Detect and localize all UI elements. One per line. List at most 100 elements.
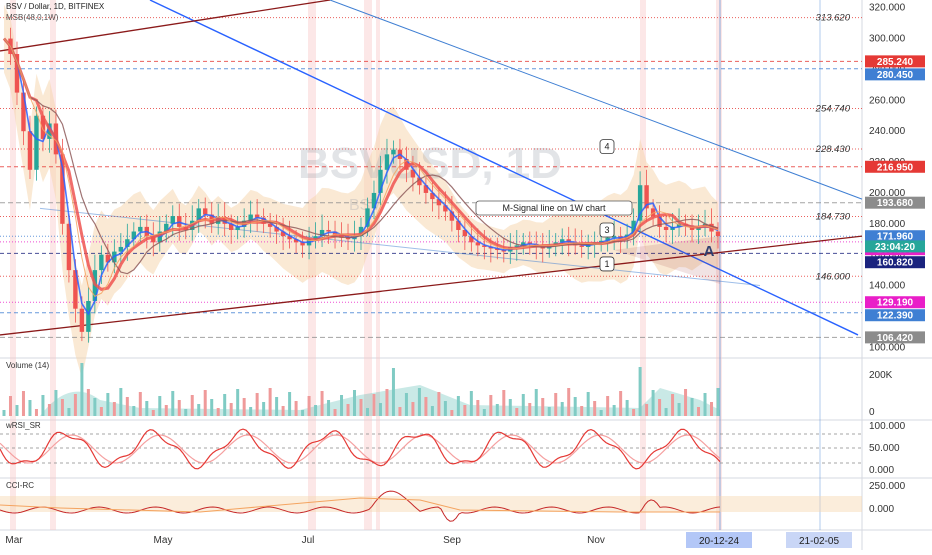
ma-orange xyxy=(3,38,719,297)
volume-bar xyxy=(365,408,369,416)
volume-bar xyxy=(684,389,688,416)
candle-body xyxy=(228,223,234,230)
volume-bar xyxy=(262,402,266,416)
volume-bar xyxy=(391,368,395,416)
highlight-band xyxy=(716,0,722,530)
volume-bar xyxy=(184,409,188,416)
volume-bar xyxy=(99,407,103,416)
countdown-text: 23:04:20 xyxy=(875,242,915,253)
volume-bar xyxy=(703,393,707,416)
volume-bar xyxy=(469,391,473,416)
volume-bar xyxy=(404,393,408,416)
candle-body xyxy=(21,92,26,132)
wrsi-tick: 50.000 xyxy=(869,443,900,454)
candle-body xyxy=(73,270,78,309)
candle-body xyxy=(170,216,175,224)
volume-tick: 0 xyxy=(869,407,875,418)
volume-bar xyxy=(86,389,90,416)
volume-bar xyxy=(411,402,415,416)
watermark-sub: BSV xyxy=(349,197,381,214)
volume-bar xyxy=(534,389,538,416)
candle-body xyxy=(540,246,545,249)
volume-bar xyxy=(606,396,610,416)
price-tick: 180.000 xyxy=(869,219,906,230)
volume-bar xyxy=(223,394,227,416)
wave-box xyxy=(599,222,615,238)
time-tick: Sep xyxy=(443,535,461,546)
candle-body xyxy=(105,254,111,263)
level-tag-bg xyxy=(865,196,925,209)
level-tag-129.190: 129.190 xyxy=(865,296,925,309)
envelope-band xyxy=(4,4,718,379)
wave-text: 1 xyxy=(604,259,609,269)
volume-bar xyxy=(664,408,668,416)
wave-label-4: 4 xyxy=(599,139,615,155)
volume-bar xyxy=(67,408,71,416)
cci-label: CCI-RC xyxy=(6,481,34,490)
volume-bar xyxy=(164,405,168,416)
candle-body xyxy=(118,246,124,252)
level-tag-bg xyxy=(865,160,925,173)
candle-body xyxy=(274,226,279,232)
candle-body xyxy=(235,226,240,230)
volume-bar xyxy=(125,397,129,416)
volume-bar xyxy=(60,399,64,416)
volume-bar xyxy=(210,399,214,416)
candle-body xyxy=(605,237,610,241)
candle-body xyxy=(637,185,643,221)
candle-body xyxy=(449,211,455,221)
watermark-text: BSVUSD, 1D xyxy=(298,139,562,188)
volume-bar xyxy=(158,396,162,416)
level-tag-text: 171.960 xyxy=(877,232,914,243)
level-tag-text: 160.820 xyxy=(877,258,914,269)
volume-bar xyxy=(476,400,480,416)
wrsi-tick: 0.000 xyxy=(869,465,894,476)
volume-bar xyxy=(658,399,662,416)
volume-bar xyxy=(547,407,551,416)
volume-bar xyxy=(307,396,311,416)
callout-box xyxy=(475,200,633,216)
candle-body xyxy=(384,154,390,170)
volume-bar xyxy=(34,409,38,416)
candle-body xyxy=(631,220,636,235)
volume-bar xyxy=(301,410,305,416)
triangle-zone xyxy=(614,236,720,284)
time-highlight-text: 21-02-05 xyxy=(799,536,839,547)
volume-bar xyxy=(710,402,714,416)
price-tick: 320.000 xyxy=(869,3,906,14)
candle-body xyxy=(345,237,351,240)
volume-bar xyxy=(190,395,194,416)
price-tick: 260.000 xyxy=(869,95,906,106)
volume-bar xyxy=(450,410,454,416)
volume-bar xyxy=(197,404,201,416)
candle-body xyxy=(14,54,20,93)
candle-body xyxy=(151,236,156,243)
volume-bar xyxy=(671,394,675,416)
volume-bar xyxy=(690,398,694,416)
candle-body xyxy=(248,214,253,221)
volume-bar xyxy=(314,405,318,416)
volume-bar xyxy=(651,390,655,416)
volume-bar xyxy=(580,406,584,416)
volume-bar xyxy=(417,388,421,416)
candle-body xyxy=(254,214,260,218)
price-tick: 200.000 xyxy=(869,188,906,199)
level-tag-text: 193.680 xyxy=(877,198,914,209)
wave-box xyxy=(599,139,615,155)
volume-bar xyxy=(73,394,77,416)
volume-bar xyxy=(320,391,324,416)
volume-bar xyxy=(359,399,363,416)
candle-body xyxy=(475,242,481,246)
volume-bar xyxy=(716,388,720,416)
level-tag-bg xyxy=(865,296,925,309)
candle-body xyxy=(40,115,46,139)
candle-body xyxy=(469,236,474,243)
wave-text: 4 xyxy=(604,142,609,152)
volume-bar xyxy=(229,403,233,416)
level-tag-bg xyxy=(865,230,925,243)
volume-bar xyxy=(541,398,545,416)
level-inline-label: 313.620 xyxy=(816,13,851,24)
volume-bar xyxy=(177,400,181,416)
